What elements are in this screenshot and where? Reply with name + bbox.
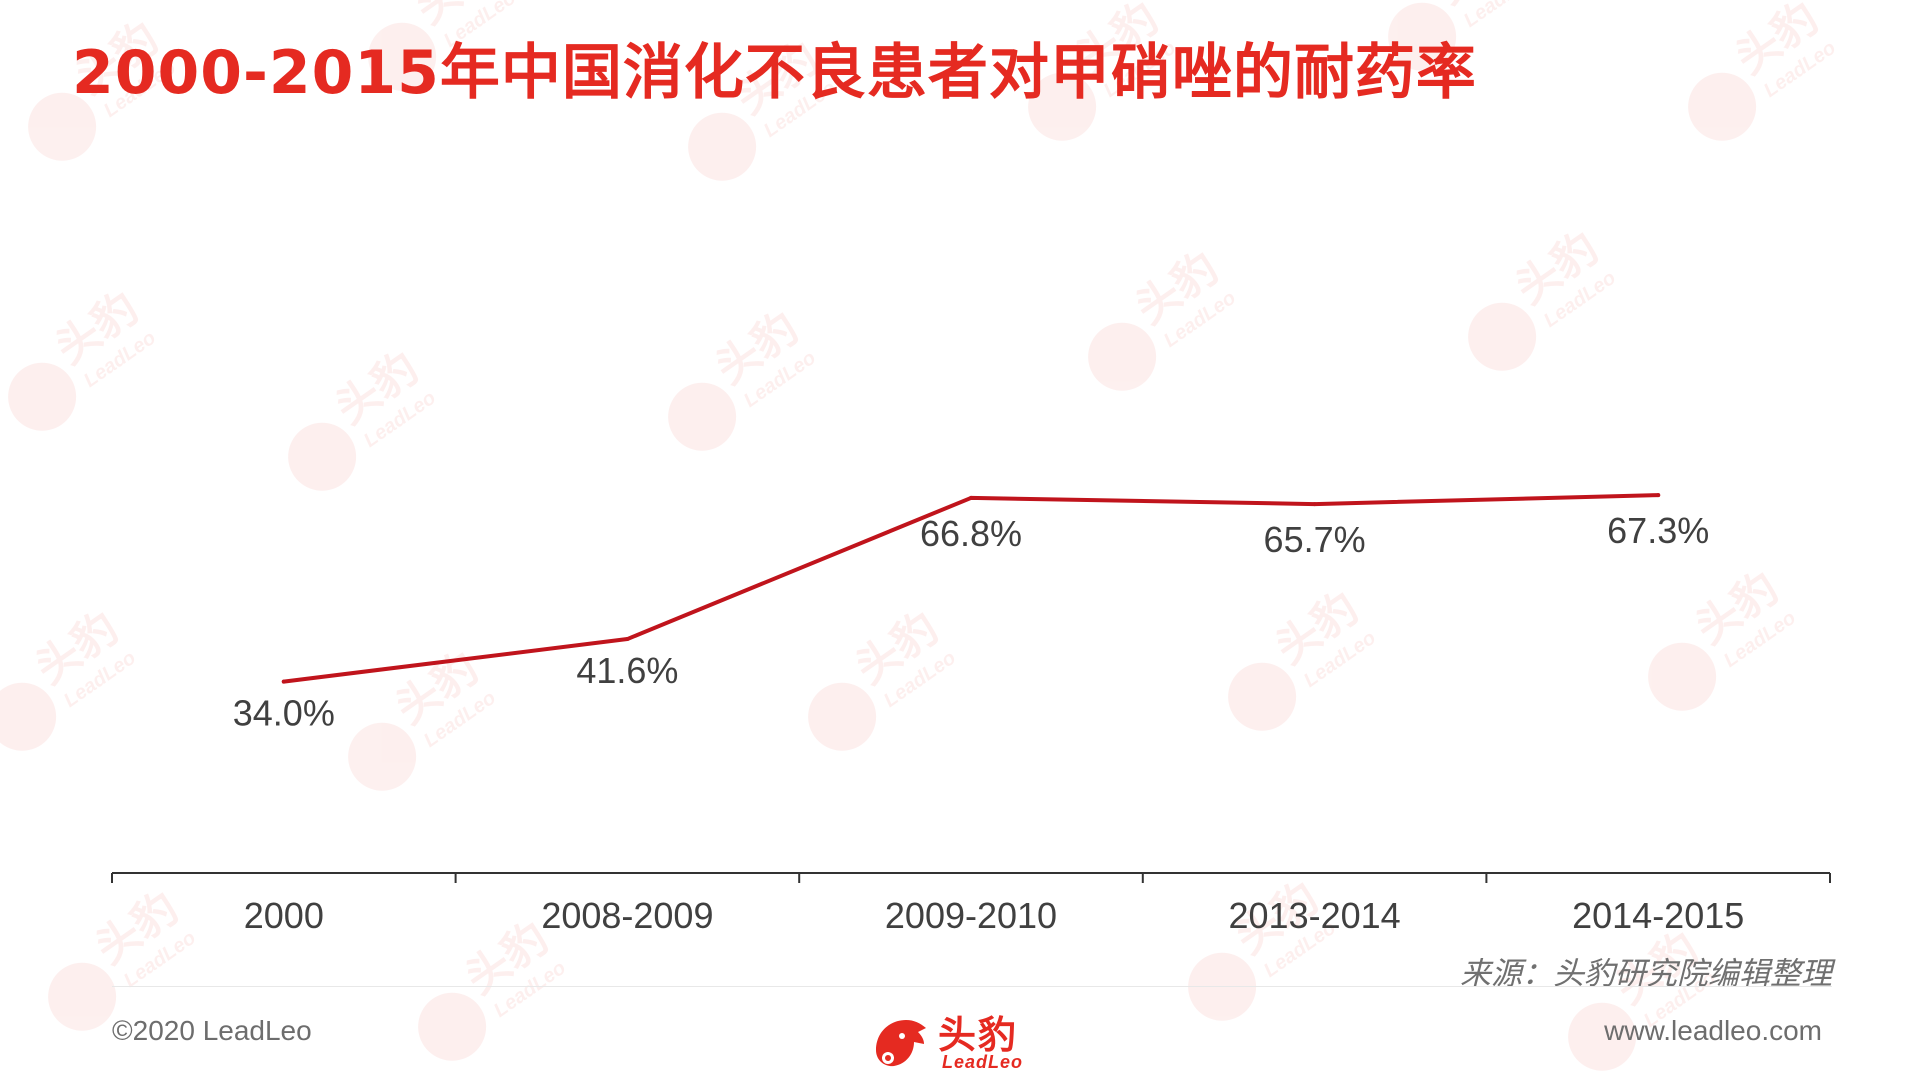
x-tick-label: 2009-2010	[885, 895, 1057, 936]
x-tick-label: 2000	[244, 895, 324, 936]
x-tick-label: 2013-2014	[1229, 895, 1401, 936]
x-tick-label: 2008-2009	[541, 895, 713, 936]
x-tick-label: 2014-2015	[1572, 895, 1744, 936]
data-label: 66.8%	[920, 513, 1022, 554]
data-point	[1312, 502, 1317, 507]
copyright-text: ©2020 LeadLeo	[112, 1015, 312, 1046]
data-point	[969, 495, 973, 500]
line-chart: 2000 2008-2009 2009-2010 2013-2014 2014-2015…	[111, 493, 1831, 936]
website-url: www.leadleo.com	[1604, 1015, 1822, 1046]
page-title: 2000-2015年中国消化不良患者对甲硝唑的耐药率	[72, 38, 1477, 108]
brand-name-en: LeadLeo	[942, 1052, 1024, 1072]
brand-logo: 头豹 LeadLeo	[868, 1004, 1068, 1080]
data-point	[625, 637, 630, 642]
data-label: 67.3%	[1607, 510, 1709, 551]
data-label: 41.6%	[576, 650, 678, 691]
data-label: 34.0%	[233, 693, 335, 734]
footer-divider	[112, 986, 1832, 987]
data-label: 65.7%	[1264, 519, 1366, 560]
leopard-logo-icon	[876, 1020, 926, 1067]
data-point	[1656, 493, 1661, 498]
brand-name-cn: 头豹	[938, 1013, 1019, 1057]
data-point	[281, 679, 286, 684]
